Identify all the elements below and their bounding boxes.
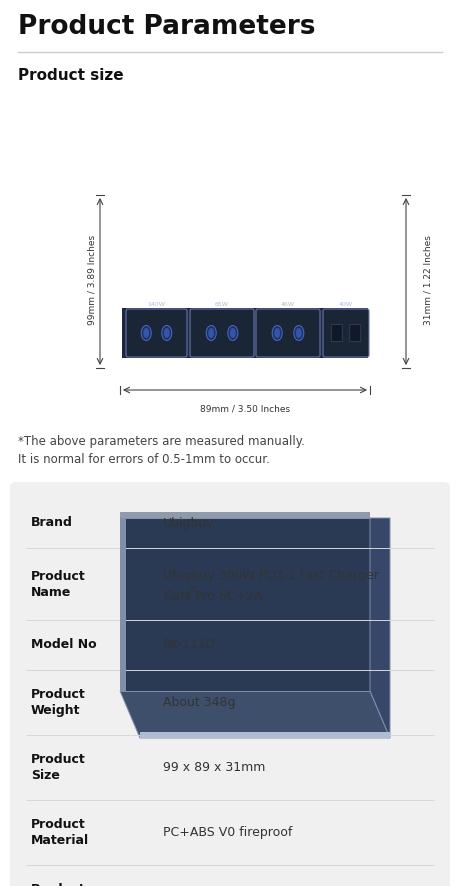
Text: BK-111D: BK-111D xyxy=(162,639,216,651)
Text: 65W: 65W xyxy=(215,302,229,307)
FancyBboxPatch shape xyxy=(330,324,341,341)
Text: 89mm / 3.50 Inches: 89mm / 3.50 Inches xyxy=(200,404,290,413)
FancyBboxPatch shape xyxy=(322,309,368,357)
Text: It is normal for errors of 0.5-1mm to occur.: It is normal for errors of 0.5-1mm to oc… xyxy=(18,453,269,466)
Polygon shape xyxy=(120,518,126,691)
Ellipse shape xyxy=(293,325,303,340)
FancyBboxPatch shape xyxy=(349,324,360,341)
Ellipse shape xyxy=(143,328,149,338)
Polygon shape xyxy=(120,518,369,691)
Ellipse shape xyxy=(206,325,216,340)
Text: 99mm / 3.89 Inches: 99mm / 3.89 Inches xyxy=(87,235,96,325)
Ellipse shape xyxy=(208,328,214,338)
Ellipse shape xyxy=(162,325,171,340)
Polygon shape xyxy=(140,732,389,738)
Text: Product
Name: Product Name xyxy=(31,570,85,599)
Text: Product
Color: Product Color xyxy=(31,883,85,886)
Ellipse shape xyxy=(272,325,281,340)
Text: PD3.1: PD3.1 xyxy=(221,281,313,309)
Text: GaN: GaN xyxy=(162,589,190,602)
Text: Product
Weight: Product Weight xyxy=(31,688,85,717)
Text: Ubigbuy: Ubigbuy xyxy=(162,517,214,530)
Text: 140W: 140W xyxy=(147,302,165,307)
FancyBboxPatch shape xyxy=(10,482,449,886)
Text: 99 x 89 x 31mm: 99 x 89 x 31mm xyxy=(162,761,265,774)
Text: Brand: Brand xyxy=(31,517,73,530)
Ellipse shape xyxy=(163,328,169,338)
Ellipse shape xyxy=(227,325,237,340)
Polygon shape xyxy=(120,512,369,518)
Text: Product Parameters: Product Parameters xyxy=(18,14,315,40)
Text: Product size: Product size xyxy=(18,68,123,83)
Text: 31mm / 1.22 Inches: 31mm / 1.22 Inches xyxy=(423,235,431,325)
Text: 300W: 300W xyxy=(222,225,321,299)
Text: *The above parameters are measured manually.: *The above parameters are measured manua… xyxy=(18,435,304,448)
Text: Pro 6C+2A: Pro 6C+2A xyxy=(195,589,262,602)
Text: 300W: 300W xyxy=(210,241,325,275)
Polygon shape xyxy=(122,308,367,358)
Text: Ubigbuy 300W PD3.1 Fast Charger: Ubigbuy 300W PD3.1 Fast Charger xyxy=(162,569,378,581)
Ellipse shape xyxy=(141,325,151,340)
FancyBboxPatch shape xyxy=(256,309,319,357)
Polygon shape xyxy=(120,691,389,738)
Ellipse shape xyxy=(230,328,235,338)
Text: PC+ABS V0 fireproof: PC+ABS V0 fireproof xyxy=(162,826,292,839)
Text: 3: 3 xyxy=(189,586,194,595)
Text: Product
Size: Product Size xyxy=(31,753,85,782)
Text: PD3.1: PD3.1 xyxy=(239,270,319,330)
Ellipse shape xyxy=(295,328,301,338)
Text: Product
Material: Product Material xyxy=(31,818,89,847)
Ellipse shape xyxy=(274,328,280,338)
Text: 40W: 40W xyxy=(338,302,352,307)
FancyBboxPatch shape xyxy=(190,309,253,357)
Text: About 348g: About 348g xyxy=(162,696,235,709)
Text: Model No: Model No xyxy=(31,639,96,651)
Text: 46W: 46W xyxy=(280,302,294,307)
Polygon shape xyxy=(369,518,389,738)
FancyBboxPatch shape xyxy=(126,309,187,357)
